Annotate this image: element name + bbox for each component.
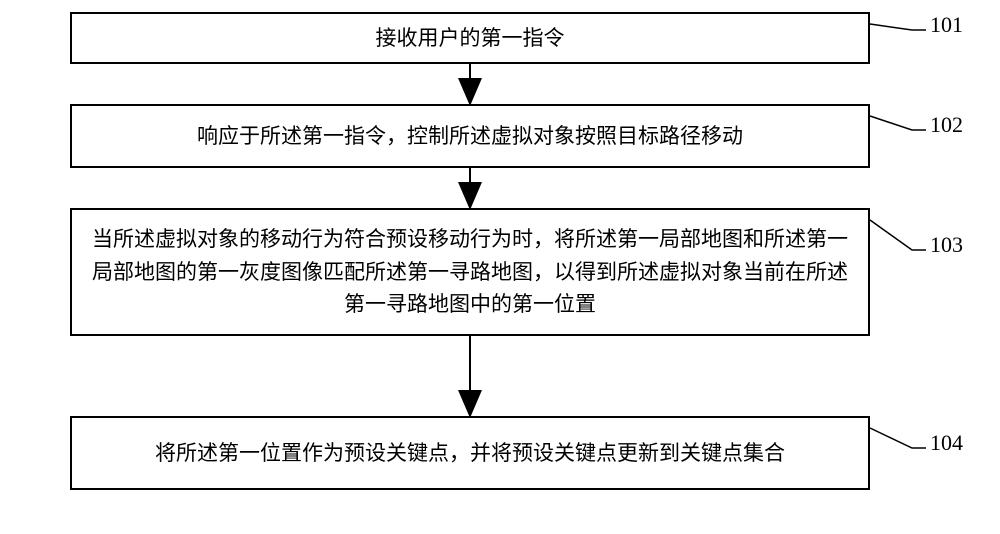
flow-step-102: 响应于所述第一指令，控制所述虚拟对象按照目标路径移动 bbox=[70, 104, 870, 168]
leader-102 bbox=[870, 116, 926, 130]
flow-step-101: 接收用户的第一指令 bbox=[70, 12, 870, 64]
flow-step-text: 将所述第一位置作为预设关键点，并将预设关键点更新到关键点集合 bbox=[155, 437, 785, 470]
flow-step-label-104: 104 bbox=[930, 430, 963, 456]
flow-step-text: 响应于所述第一指令，控制所述虚拟对象按照目标路径移动 bbox=[197, 120, 743, 153]
flow-step-text: 接收用户的第一指令 bbox=[376, 22, 565, 55]
leader-103 bbox=[870, 220, 926, 250]
flow-step-label-102: 102 bbox=[930, 112, 963, 138]
flow-step-103: 当所述虚拟对象的移动行为符合预设移动行为时，将所述第一局部地图和所述第一局部地图… bbox=[70, 208, 870, 336]
flow-step-label-103: 103 bbox=[930, 232, 963, 258]
flow-step-text: 当所述虚拟对象的移动行为符合预设移动行为时，将所述第一局部地图和所述第一局部地图… bbox=[88, 223, 852, 321]
flow-step-104: 将所述第一位置作为预设关键点，并将预设关键点更新到关键点集合 bbox=[70, 416, 870, 490]
leader-104 bbox=[870, 428, 926, 448]
leader-101 bbox=[870, 24, 926, 30]
flow-step-label-101: 101 bbox=[930, 12, 963, 38]
